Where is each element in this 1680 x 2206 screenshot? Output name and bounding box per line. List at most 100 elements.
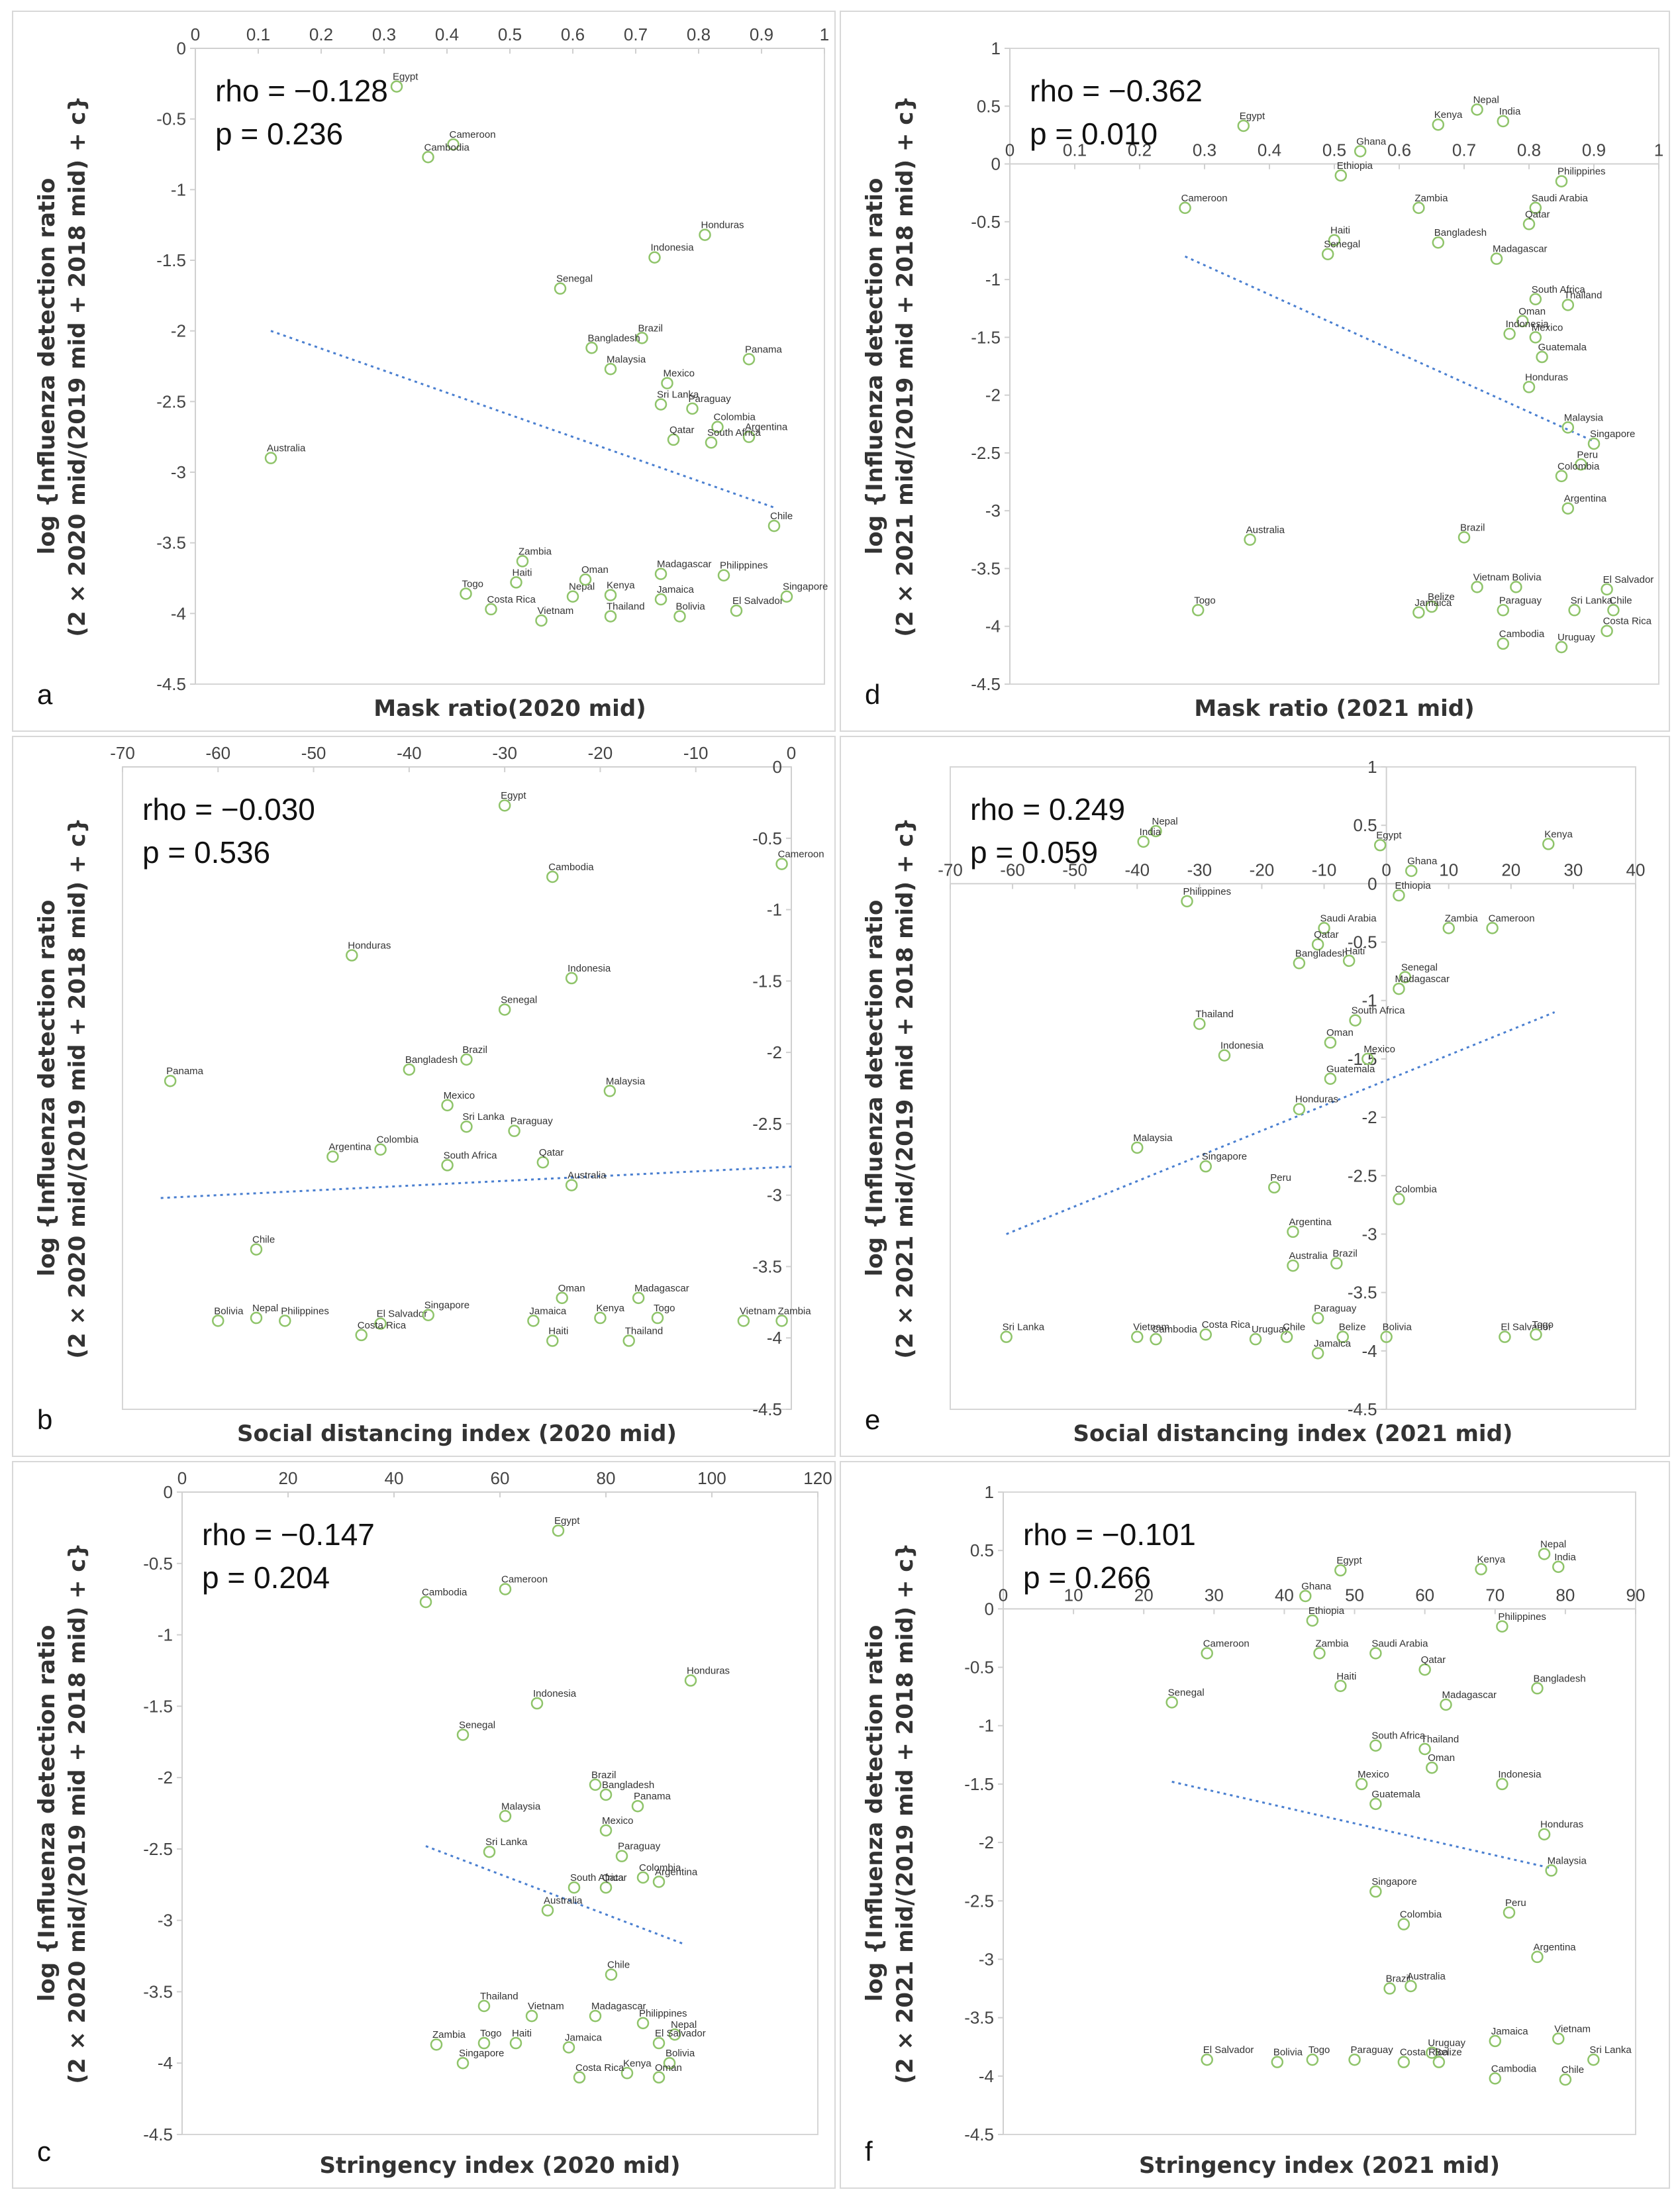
point-label: Saudi Arabia [1532,193,1589,204]
data-point: Belize [1432,2047,1462,2068]
y-tick-label: -4.5 [156,674,186,694]
data-point: Mexico [1529,322,1563,344]
x-tick-label: 90 [1626,1585,1646,1605]
data-point: Costa Rica [1601,616,1652,637]
data-point: Colombia [1397,1909,1442,1930]
point-marker [1369,1797,1382,1811]
data-point: Mexico [1355,1769,1389,1791]
data-point: Thailand [1193,1009,1234,1030]
point-marker [775,858,788,870]
data-point: Togo [1530,1319,1554,1341]
point-label: Chile [1283,1322,1305,1333]
data-point: Togo [460,578,483,600]
point-marker [1575,458,1587,471]
panel-c: 0 20 40 60 80 100 120 0 -0.5 -1 -1.5 -2 -2.5 -3 -3.5 -4… [12,1461,836,2189]
data-point: Madagascar [1490,244,1548,265]
data-point: Chile [250,1234,275,1256]
x-tick-label: -20 [1250,860,1275,879]
point-marker [279,1315,291,1327]
data-point: Ghana [1299,1581,1332,1603]
point-label: Madagascar [591,2001,646,2012]
data-point: Uruguay [1555,632,1595,654]
y-axis-title-line1: log {Influenza detection ratio [862,1625,888,2002]
point-marker [1393,982,1405,995]
point-marker [1150,1332,1162,1346]
point-marker [1150,825,1162,838]
point-label: Bolivia [1383,1322,1412,1333]
data-point: India [1497,106,1521,128]
data-point: Vietnam [737,1305,776,1327]
data-point: Bolivia [212,1305,244,1327]
data-point: India [1137,827,1161,848]
data-point: Zambia [775,1305,811,1327]
point-marker [737,1315,750,1327]
point-label: Mexico [1363,1044,1395,1055]
point-label: Australia [267,443,306,454]
data-point: South Africa [441,1150,497,1172]
x-tick-label: 40 [1626,860,1646,879]
point-marker [1510,581,1522,593]
point-label: Senegal [1168,1687,1205,1698]
point-label: Haiti [548,1326,568,1337]
data-point: Peru [1503,1897,1526,1919]
data-point: Malaysia [603,1076,646,1097]
y-tick-label: -0.5 [156,109,186,129]
point-marker [1440,1698,1452,1711]
y-tick-label: -2.5 [143,1839,173,1859]
point-label: Ethiopia [1337,160,1373,172]
point-label: Nepal [671,2019,697,2031]
point-marker [1559,2073,1572,2086]
point-label: Argentina [1564,493,1607,505]
point-label: Colombia [639,1862,681,1874]
point-marker [1000,1330,1013,1343]
point-marker [668,2028,681,2041]
data-point: Vietnam [535,605,573,627]
point-label: Malaysia [1133,1132,1173,1144]
data-point: Jamaica [562,2032,603,2054]
point-marker [1529,293,1542,306]
data-point: Ethiopia [1334,160,1373,182]
y-tick-label: -4.5 [971,674,1001,694]
point-marker [1499,1330,1511,1343]
point-marker [1496,1620,1508,1633]
y-tick-label: -2 [767,1042,782,1062]
point-marker [441,1159,454,1172]
point-label: Malaysia [606,1076,646,1087]
data-point: Cameroon [1179,193,1228,215]
y-tick-label: -1 [158,1625,173,1645]
point-label: Haiti [1336,1671,1356,1682]
point-label: Cambodia [1499,628,1545,640]
point-label: Kenya [1544,828,1573,840]
point-marker [1373,838,1387,852]
data-point: Haiti [1342,946,1365,968]
point-marker [1179,201,1191,215]
point-marker [604,363,617,376]
point-label: Chile [1561,2064,1584,2076]
y-tick-label: -1.5 [964,1774,994,1794]
data-point: Chile [605,1960,630,1981]
point-marker [711,421,724,433]
y-tick-label: 0.5 [1353,815,1377,835]
point-label: Honduras [348,940,391,952]
data-point: Singapore [1369,1876,1417,1898]
point-label: El Salvador [655,2028,706,2039]
x-tick-label: 0.7 [1452,140,1476,160]
point-label: Colombia [377,1134,419,1146]
data-point: Malaysia [604,354,646,376]
point-marker [615,1850,628,1862]
x-tick-label: 0.9 [750,25,773,44]
point-marker [604,610,617,623]
point-marker [1348,2053,1361,2066]
point-marker [1393,889,1405,902]
data-point: Belize [1336,1322,1366,1343]
data-point: South Africa [1349,1005,1405,1027]
data-point: Oman [1516,306,1546,328]
data-point: Paraguay [615,1841,661,1862]
point-marker [1218,1049,1231,1062]
point-marker [419,1595,432,1609]
point-label: Philippines [720,560,768,572]
data-point: Bangladesh [1531,1673,1586,1695]
point-label: Colombia [1557,461,1600,472]
x-tick-label: -40 [397,743,422,763]
point-marker [460,1120,473,1133]
